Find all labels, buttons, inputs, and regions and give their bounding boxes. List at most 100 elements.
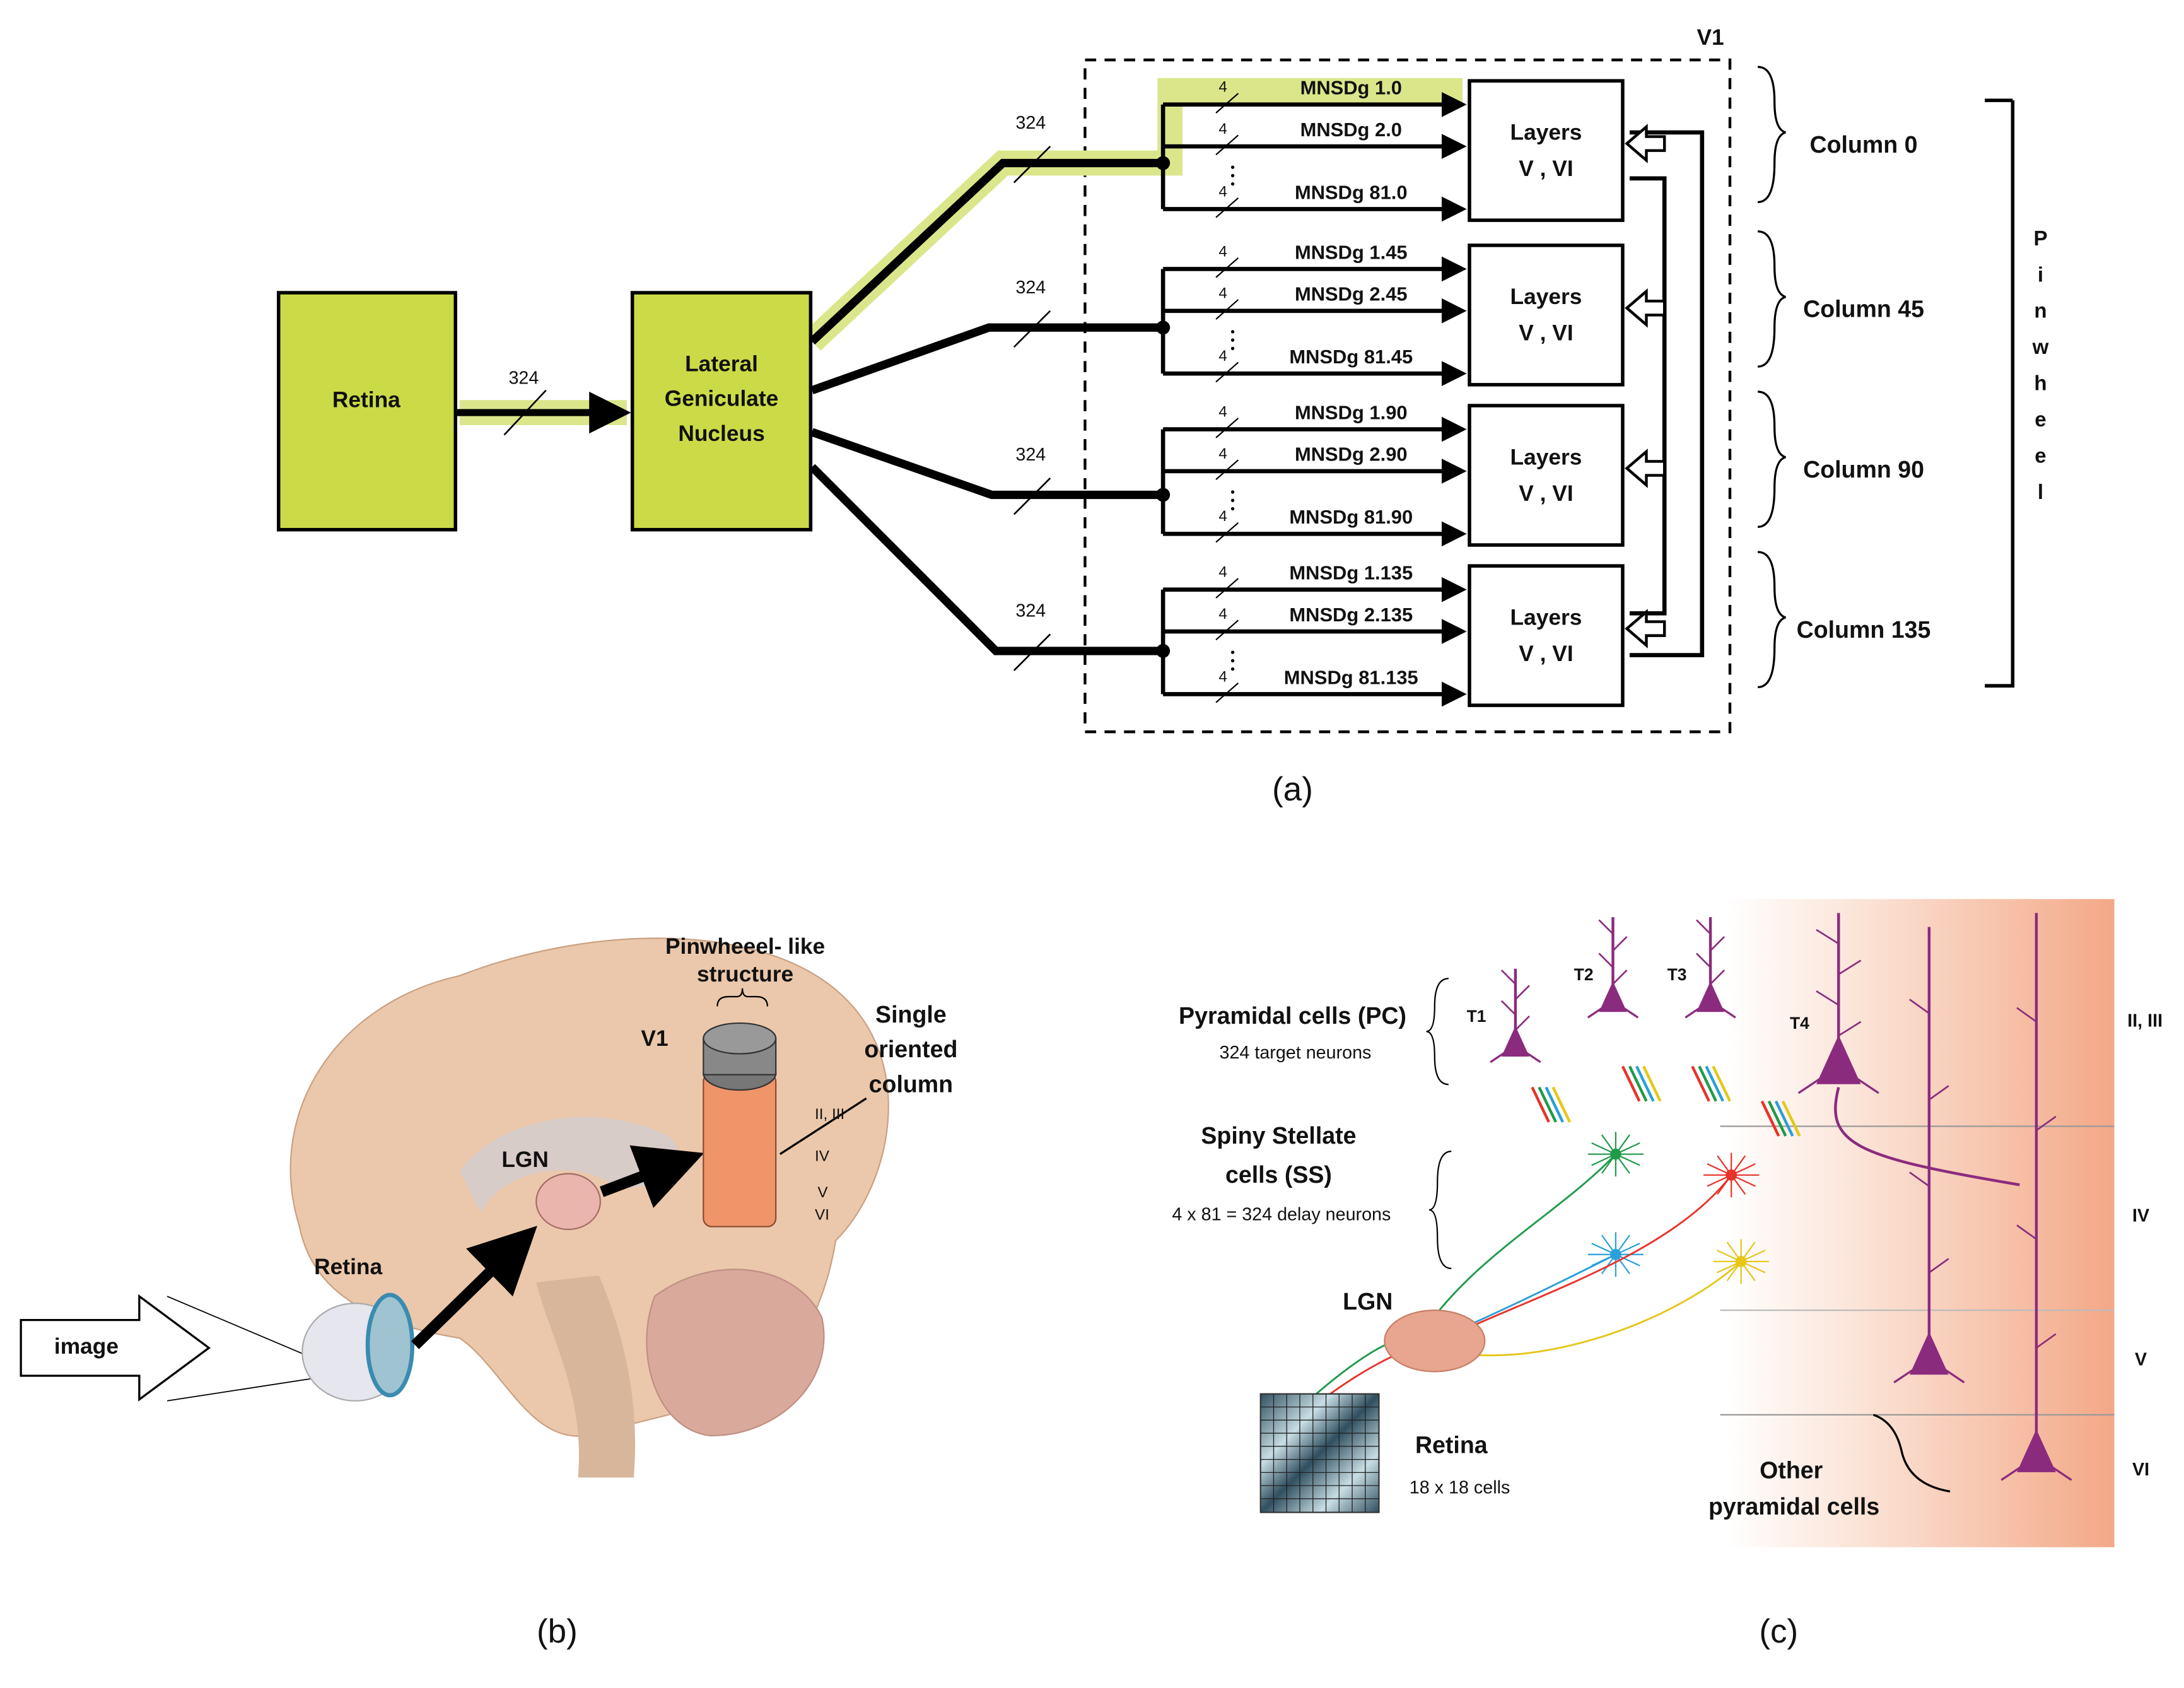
input-label: MNSDg 1.0 [1300, 77, 1402, 99]
ellipsis-dot [1230, 659, 1235, 663]
panel-label: (b) [537, 1613, 578, 1650]
ss-note: 4 x 81 = 324 delay neurons [1172, 1204, 1391, 1224]
ellipsis-dot [1230, 507, 1235, 511]
dendrite [1909, 999, 1930, 1014]
pinwheel-letter: w [2032, 336, 2049, 359]
bus [810, 428, 1164, 500]
input-width: 4 [1218, 79, 1227, 96]
input-label: MNSDg 2.0 [1300, 119, 1402, 141]
target-label: T2 [1574, 965, 1594, 984]
retina-grid [1259, 1393, 1380, 1513]
panel-label: (a) [1272, 771, 1313, 808]
ellipsis-dot [1230, 667, 1235, 671]
synapse [1705, 1065, 1724, 1102]
cerebellum [646, 1269, 825, 1437]
lgn-label: Geniculate [665, 387, 779, 411]
ellipsis-dot [1230, 338, 1235, 342]
input-width: 4 [1218, 404, 1227, 421]
bus-slash [1013, 633, 1051, 671]
bus [809, 464, 1164, 655]
retina-note: 18 x 18 cells [1410, 1478, 1510, 1498]
pinwheel-letter: e [2035, 408, 2046, 431]
neurons [1316, 913, 2072, 1481]
input-width: 4 [1218, 606, 1227, 623]
layer-label: VI [2132, 1460, 2149, 1480]
dendrite [1598, 952, 1614, 968]
column-name: Column 45 [1803, 296, 1924, 322]
column-name: Column 135 [1797, 616, 1931, 643]
target-label: T3 [1667, 965, 1687, 984]
bus-width: 324 [1015, 278, 1046, 298]
bus-slash [1013, 310, 1051, 348]
layers-label: V , VI [1519, 156, 1573, 181]
bus-width: 324 [1015, 445, 1046, 465]
bus-slash [503, 389, 547, 436]
input-label: MNSDg 2.135 [1289, 604, 1413, 626]
layers-box [1468, 79, 1625, 222]
synapse [1621, 1065, 1641, 1102]
pinwheel-label: Pinwheeel- like [665, 934, 825, 959]
dendrite [1929, 1085, 1949, 1101]
bus [810, 323, 1164, 394]
corpus [459, 1117, 678, 1213]
layers-box [1468, 404, 1625, 547]
input-width: 4 [1218, 285, 1227, 302]
synapse [1767, 1100, 1787, 1137]
layers-label: V , VI [1519, 321, 1573, 346]
bus-slash [1215, 257, 1239, 278]
pc-title: Pyramidal cells (PC) [1179, 1002, 1406, 1029]
input-label: MNSDg 81.135 [1284, 666, 1418, 688]
input-width: 4 [1218, 183, 1227, 200]
panel-a: V1 Retina 324 Lateral Geniculate Nucleus… [276, 25, 2049, 808]
synapse [1551, 1086, 1572, 1123]
layer-label: II, III [815, 1106, 844, 1123]
dendrite [2016, 1007, 2037, 1023]
input-label: MNSDg 1.90 [1295, 401, 1408, 423]
dendrite [1909, 1171, 1930, 1187]
layers-label: V , VI [1519, 642, 1573, 666]
feedback [1629, 130, 1705, 657]
dendrite [1598, 919, 1614, 935]
lgn-label: Nucleus [678, 421, 764, 446]
synapse [1712, 1065, 1732, 1102]
ellipsis-dot [1230, 490, 1235, 494]
brainstem [536, 1275, 636, 1478]
layers-label: Layers [1510, 445, 1582, 469]
feedback-arrow [1625, 288, 1666, 328]
layer-label: V [2135, 1349, 2147, 1369]
ellipsis-dot [1230, 330, 1235, 334]
input-width: 4 [1218, 668, 1227, 685]
synapse [1760, 1100, 1780, 1137]
column-brace [1758, 66, 1786, 204]
dendrite [1838, 959, 1862, 975]
dendrite [1929, 1258, 1949, 1274]
layers-label: Layers [1510, 605, 1582, 630]
soma [1909, 1332, 1949, 1375]
image-arrow [20, 1294, 211, 1402]
feedback-arrow [1625, 609, 1666, 648]
lens [365, 1292, 415, 1398]
layer-label: IV [2132, 1206, 2149, 1226]
dendrite [1696, 952, 1712, 968]
ss-title: cells (SS) [1225, 1161, 1332, 1188]
input-label: MNSDg 1.135 [1289, 562, 1413, 584]
column-name: Column 90 [1803, 456, 1924, 483]
layer-label: VI [815, 1206, 829, 1223]
ellipsis-dot [1230, 165, 1235, 169]
layer-label: IV [815, 1148, 830, 1165]
input-label: MNSDg 2.45 [1295, 283, 1408, 305]
dendrite [1612, 936, 1628, 951]
synapse [1698, 1065, 1717, 1102]
dendrite [1514, 985, 1530, 1000]
dendrite [1696, 919, 1712, 935]
lgn-box [630, 291, 813, 532]
synapse [1774, 1100, 1794, 1137]
dendrite [1710, 936, 1726, 951]
ellipsis-dot [1230, 498, 1235, 502]
v1-box [1083, 58, 1732, 734]
layer-label: II, III [2127, 1011, 2163, 1031]
target-label: T1 [1467, 1007, 1486, 1026]
soma [1501, 1026, 1529, 1057]
bus-slash [1013, 478, 1051, 515]
